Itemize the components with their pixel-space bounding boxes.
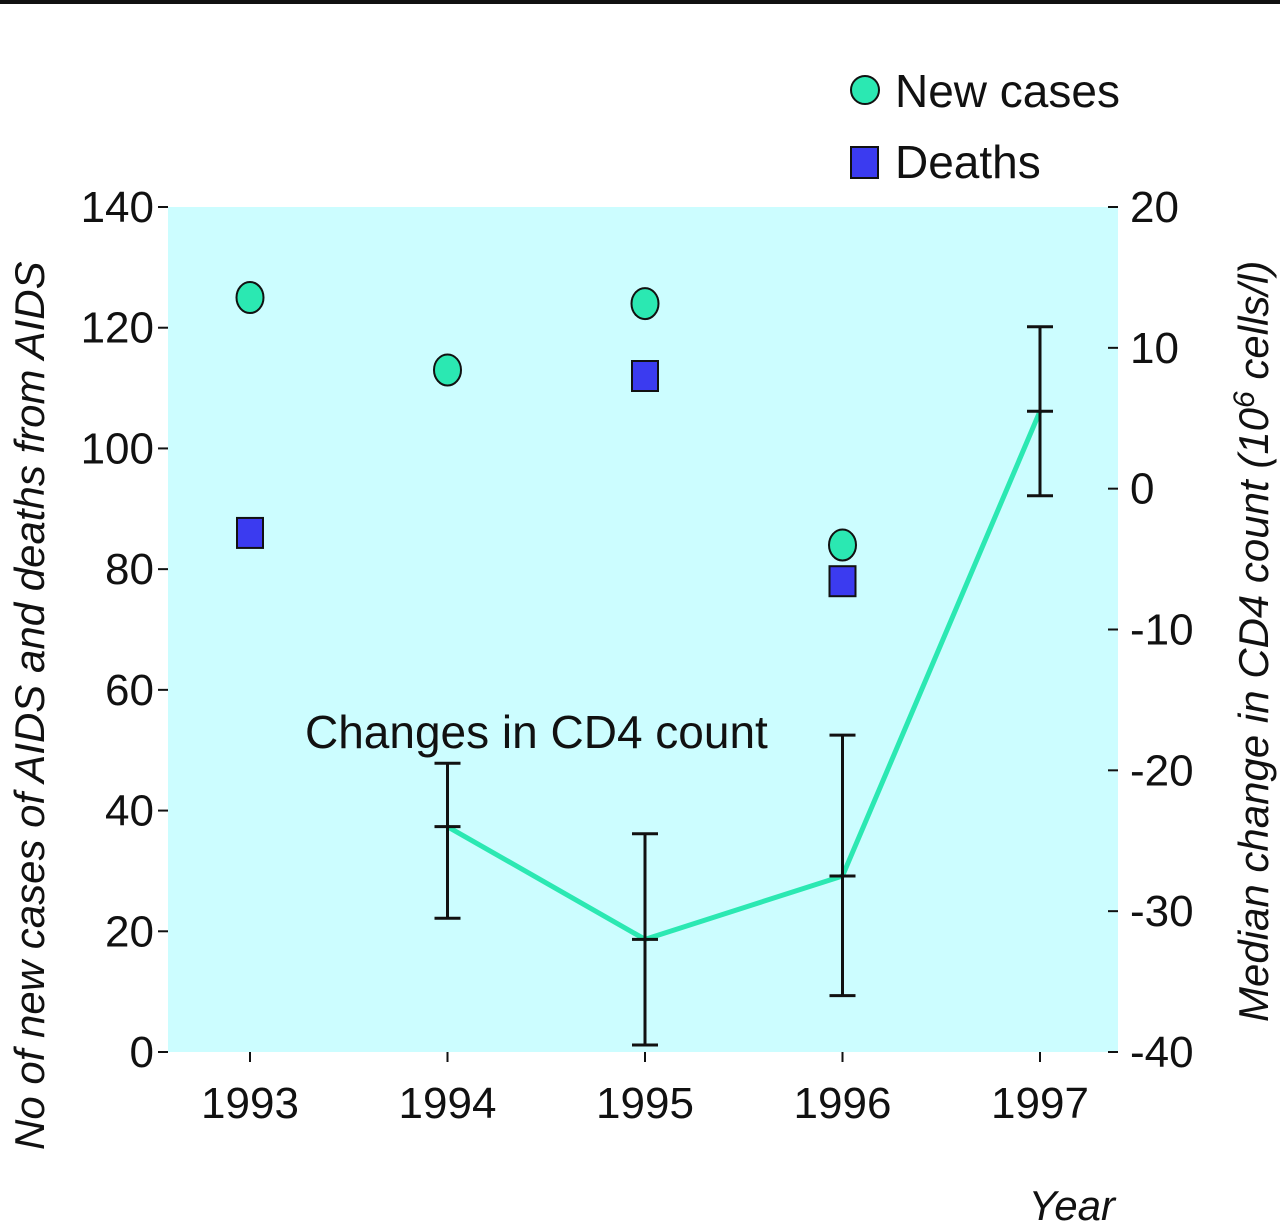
left-tick-label: 0 xyxy=(130,1028,154,1077)
x-tick-label: 1996 xyxy=(794,1079,892,1128)
legend-label-deaths: Deaths xyxy=(895,136,1041,188)
new-cases-point xyxy=(235,281,265,315)
x-axis-ticks: 1993 1994 1995 1996 1997 xyxy=(201,1052,1089,1128)
legend: New cases Deaths xyxy=(850,65,1120,188)
right-tick-label: -40 xyxy=(1130,1028,1194,1077)
left-tick-label: 120 xyxy=(81,304,154,353)
x-tick-label: 1994 xyxy=(399,1079,497,1128)
right-axis-ticks: -40 -30 -20 -10 0 10 20 xyxy=(1108,183,1194,1077)
case-death-points xyxy=(235,281,857,598)
left-tick-label: 40 xyxy=(105,787,154,836)
left-tick-label: 80 xyxy=(105,545,154,594)
x-tick-label: 1993 xyxy=(201,1079,299,1128)
left-tick-label: 60 xyxy=(105,666,154,715)
deaths-point xyxy=(828,565,857,598)
right-tick-label: 0 xyxy=(1130,465,1154,514)
new-cases-point xyxy=(828,528,857,562)
plot-area xyxy=(168,207,1118,1052)
y-axis-title-right: Median change in CD4 count (106 cells/l) xyxy=(1228,261,1277,1022)
legend-label-new-cases: New cases xyxy=(895,65,1120,117)
right-tick-label: -10 xyxy=(1130,606,1194,655)
right-tick-label: 20 xyxy=(1130,183,1179,232)
left-tick-label: 20 xyxy=(105,907,154,956)
legend-marker-deaths xyxy=(850,146,879,179)
right-tick-label: 10 xyxy=(1130,324,1179,373)
left-tick-label: 140 xyxy=(81,183,154,232)
new-cases-point xyxy=(433,353,462,387)
annotation-cd4: Changes in CD4 count xyxy=(305,706,768,758)
new-cases-point xyxy=(630,287,660,321)
left-tick-label: 100 xyxy=(81,424,154,473)
x-tick-label: 1995 xyxy=(596,1079,694,1128)
deaths-point xyxy=(631,360,659,392)
cd4-series xyxy=(434,325,1053,1047)
y-axis-title-left: No of new cases of AIDS and deaths from … xyxy=(6,261,53,1150)
right-tick-label: -20 xyxy=(1130,746,1194,795)
x-axis-title: Year xyxy=(1029,1182,1117,1225)
cd4-line xyxy=(446,410,1043,942)
deaths-point xyxy=(236,516,264,549)
left-axis-ticks: 0 20 40 60 80 100 120 140 xyxy=(81,183,168,1077)
legend-marker-new-cases xyxy=(850,75,880,105)
right-tick-label: -30 xyxy=(1130,887,1194,936)
x-tick-label: 1997 xyxy=(991,1079,1089,1128)
